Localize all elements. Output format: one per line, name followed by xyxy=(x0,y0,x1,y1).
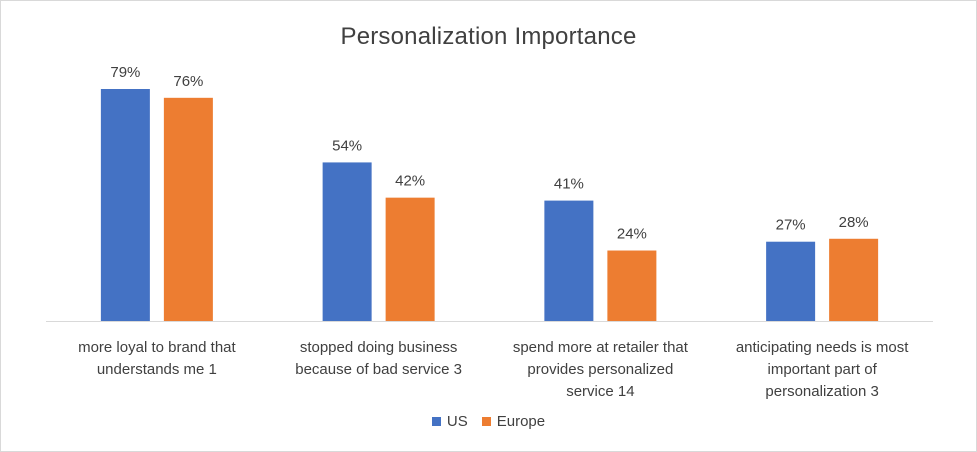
data-label-europe-0: 76% xyxy=(173,73,203,90)
x-tick-label-2: spend more at retailer that provides pers… xyxy=(513,339,689,400)
bar-europe-1 xyxy=(385,197,435,321)
bar-us-0 xyxy=(100,89,150,321)
x-tick-label-0: more loyal to brand that understands me 1 xyxy=(78,339,236,378)
bar-europe-2 xyxy=(607,250,657,321)
legend-label-us: US xyxy=(446,413,468,430)
legend-item-europe: Europe xyxy=(481,413,546,430)
data-label-europe-1: 42% xyxy=(395,173,425,190)
bar-us-1 xyxy=(322,162,372,321)
data-label-us-3: 27% xyxy=(776,217,806,234)
legend: US Europe xyxy=(1,413,976,430)
chart-title: Personalization Importance xyxy=(340,23,637,50)
data-label-us-2: 41% xyxy=(554,176,584,193)
x-tick-label-1: stopped doing business because of bad ser… xyxy=(295,339,462,378)
data-label-europe-2: 24% xyxy=(617,226,647,243)
bar-us-3 xyxy=(766,241,816,321)
bar-us-2 xyxy=(544,200,594,321)
data-label-us-0: 79% xyxy=(110,64,140,81)
legend-swatch-europe xyxy=(481,417,491,426)
data-label-europe-3: 28% xyxy=(839,214,869,231)
x-tick-label-3: anticipating needs is most important part… xyxy=(736,339,909,400)
legend-item-us: US xyxy=(431,413,468,430)
data-label-us-1: 54% xyxy=(332,137,362,154)
bar-europe-0 xyxy=(163,97,213,322)
legend-swatch-us xyxy=(431,417,441,426)
bar-europe-3 xyxy=(829,238,879,321)
legend-label-europe: Europe xyxy=(496,413,546,430)
